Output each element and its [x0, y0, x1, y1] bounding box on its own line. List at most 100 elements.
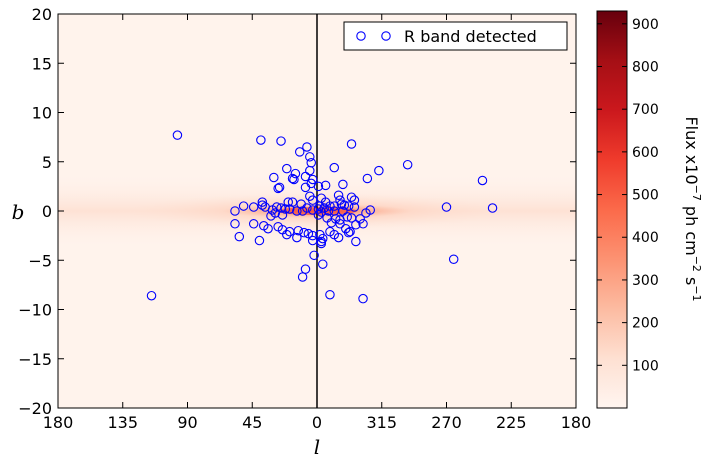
plot-area [57, 13, 577, 409]
data-point [273, 183, 283, 194]
data-point [313, 204, 324, 214]
legend-marker [381, 31, 391, 41]
data-point [238, 201, 249, 211]
data-point [333, 190, 344, 200]
colorbar-label-part: ph cm [682, 201, 701, 256]
data-point [274, 182, 285, 193]
data-point [309, 250, 319, 261]
x-tick-label: 180 [561, 413, 592, 432]
data-point [362, 173, 373, 184]
colorbar-label-part: Flux x10 [682, 116, 701, 184]
x-tick-label: 180 [43, 413, 74, 432]
data-point [349, 202, 360, 212]
data-point [248, 219, 259, 229]
data-point [345, 226, 355, 237]
data-point [289, 174, 299, 185]
data-point [313, 210, 324, 220]
data-point [365, 205, 375, 215]
data-point [358, 219, 368, 229]
data-point [346, 192, 357, 202]
data-point [297, 272, 308, 282]
data-point [351, 236, 361, 247]
data-point [292, 232, 302, 243]
data-point [346, 139, 357, 149]
data-point [305, 152, 315, 162]
data-point [349, 195, 360, 205]
legend-marker [356, 31, 366, 41]
x-tick-label: 45 [242, 413, 262, 432]
x-tick-label: 90 [177, 413, 197, 432]
y-axis-label: b [12, 200, 25, 224]
data-point [316, 207, 327, 217]
data-point [248, 202, 259, 212]
colorbar-frame [596, 10, 628, 409]
colorbar-tick-label: 200 [632, 316, 659, 332]
colorbar-tick-label: 900 [632, 17, 659, 33]
data-point [342, 212, 352, 222]
data-point [290, 168, 301, 179]
data-point [448, 254, 459, 265]
data-point [402, 159, 413, 170]
data-point [276, 136, 286, 146]
data-point [358, 293, 368, 304]
legend: R band detected [343, 21, 568, 51]
x-tick-label: 225 [496, 413, 527, 432]
colorbar-tick-label: 100 [632, 358, 659, 374]
data-point [254, 235, 265, 246]
data-point [234, 231, 245, 242]
data-point [305, 191, 315, 201]
x-tick-label: 315 [366, 413, 397, 432]
data-point [343, 227, 354, 238]
y-tick-label: −15 [18, 350, 52, 369]
data-point [297, 206, 308, 216]
colorbar-label-part: s [682, 272, 701, 285]
data-point [172, 130, 183, 140]
data-point [294, 147, 305, 157]
data-point [333, 232, 344, 243]
colorbar: 100 200 300 400 500 600 700 800 900 Flux x10−7 p… [596, 10, 703, 409]
y-tick-label: 5 [42, 153, 52, 172]
colorbar-ticks: 100 200 300 400 500 600 700 800 900 [597, 17, 659, 374]
data-point [313, 181, 324, 192]
data-point [303, 228, 314, 239]
data-point [260, 202, 270, 212]
data-point [293, 225, 304, 236]
data-point [307, 205, 318, 215]
data-point [316, 238, 327, 249]
data-point [282, 229, 292, 240]
data-point [230, 206, 240, 216]
data-point [287, 173, 298, 184]
colorbar-label-exponent: −2 [690, 256, 703, 272]
y-tick-label: −20 [18, 399, 52, 418]
data-point [230, 219, 240, 229]
data-point [259, 221, 269, 231]
data-point [299, 227, 309, 238]
x-tick-label: 270 [431, 413, 462, 432]
y-tick-label: 20 [32, 5, 52, 24]
data-point [257, 200, 268, 210]
colorbar-tick-label: 700 [632, 102, 659, 118]
legend-box [343, 21, 568, 51]
data-point [266, 211, 276, 221]
data-point [282, 163, 292, 174]
data-point [325, 289, 335, 300]
colorbar-label-exponent: −7 [690, 185, 703, 201]
data-point [307, 174, 318, 185]
data-point [339, 200, 350, 210]
data-point [280, 204, 291, 214]
colorbar-tick-label: 400 [632, 230, 659, 246]
data-point [300, 182, 311, 193]
data-point [256, 135, 266, 145]
y-tick-label: 10 [32, 104, 52, 123]
data-point [329, 162, 340, 173]
data-point [257, 197, 268, 207]
data-point [326, 218, 337, 228]
data-point [477, 175, 488, 186]
colorbar-label-exponent: −1 [690, 285, 703, 301]
y-tick-label: 0 [42, 202, 52, 221]
legend-label: R band detected [404, 27, 537, 46]
data-point [343, 201, 354, 211]
data-point [355, 214, 365, 224]
data-point [269, 172, 279, 183]
colorbar-tick-label: 800 [632, 59, 659, 75]
